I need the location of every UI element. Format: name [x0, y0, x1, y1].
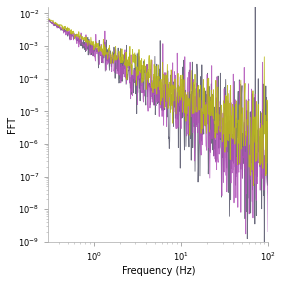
Y-axis label: FFT: FFT: [7, 116, 17, 133]
X-axis label: Frequency (Hz): Frequency (Hz): [121, 266, 195, 276]
